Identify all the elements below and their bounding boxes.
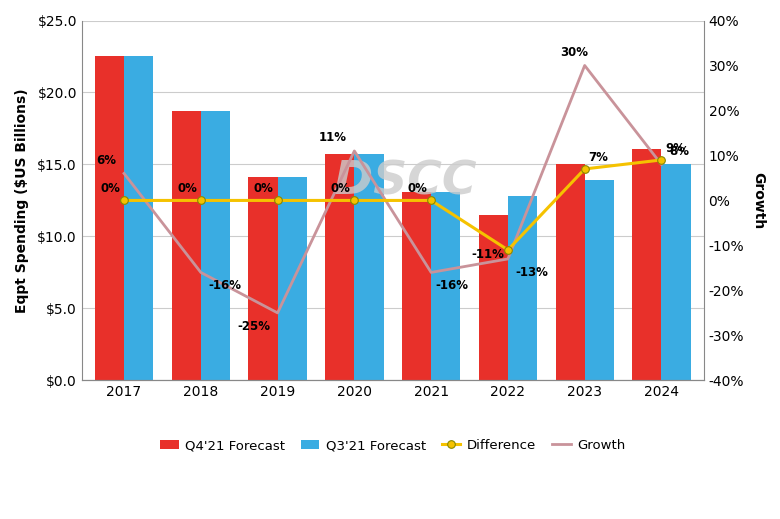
Y-axis label: Eqpt Spending ($US Billions): Eqpt Spending ($US Billions): [15, 88, 29, 313]
Bar: [248, 177, 278, 380]
Difference: [119, 197, 129, 203]
Difference: [196, 197, 205, 203]
Growth: [580, 62, 590, 69]
Text: -13%: -13%: [516, 266, 548, 279]
Text: 30%: 30%: [561, 46, 589, 59]
Difference: [427, 197, 436, 203]
Text: 7%: 7%: [589, 151, 608, 163]
Growth: [657, 161, 666, 168]
Growth: [349, 148, 359, 154]
Text: 0%: 0%: [407, 182, 427, 195]
Bar: [479, 215, 508, 380]
Difference: [349, 197, 359, 203]
Bar: [633, 148, 661, 380]
Line: Difference: Difference: [120, 156, 665, 254]
Bar: [431, 192, 460, 380]
Growth: [119, 170, 129, 176]
Text: 8%: 8%: [669, 145, 690, 158]
Line: Growth: Growth: [124, 65, 661, 313]
Bar: [585, 180, 614, 380]
Text: 0%: 0%: [177, 182, 197, 195]
Growth: [196, 269, 205, 276]
Bar: [555, 165, 585, 380]
Text: -25%: -25%: [237, 320, 270, 333]
Text: 0%: 0%: [101, 182, 120, 195]
Difference: [580, 166, 590, 172]
Bar: [661, 165, 690, 380]
Y-axis label: Growth: Growth: [751, 172, 765, 229]
Bar: [402, 192, 431, 380]
Text: 0%: 0%: [331, 182, 350, 195]
Difference: [503, 247, 512, 253]
Bar: [354, 154, 384, 380]
Growth: [503, 256, 512, 262]
Bar: [508, 196, 537, 380]
Bar: [172, 111, 200, 380]
Difference: [273, 197, 282, 203]
Difference: [657, 157, 666, 163]
Bar: [278, 177, 307, 380]
Text: 6%: 6%: [97, 154, 116, 167]
Bar: [325, 154, 354, 380]
Text: -16%: -16%: [208, 279, 242, 292]
Text: DSCC: DSCC: [334, 160, 477, 205]
Bar: [124, 57, 153, 380]
Bar: [95, 57, 124, 380]
Growth: [427, 269, 436, 276]
Text: 9%: 9%: [665, 142, 686, 155]
Growth: [273, 310, 282, 316]
Text: 11%: 11%: [319, 131, 346, 144]
Text: 0%: 0%: [254, 182, 274, 195]
Bar: [200, 111, 230, 380]
Text: -11%: -11%: [471, 248, 504, 261]
Text: -16%: -16%: [435, 279, 468, 292]
Legend: Q4'21 Forecast, Q3'21 Forecast, Difference, Growth: Q4'21 Forecast, Q3'21 Forecast, Differen…: [154, 434, 631, 457]
